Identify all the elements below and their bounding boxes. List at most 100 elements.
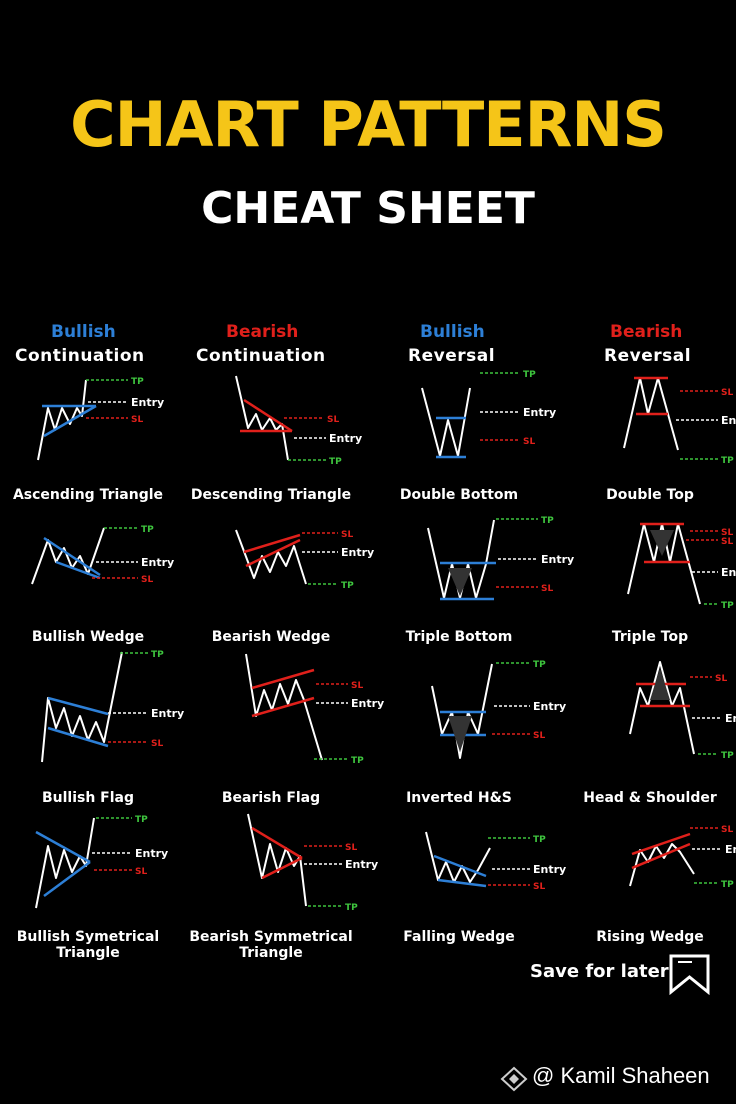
tp-marker-label: TP (135, 815, 148, 825)
tp-marker-label: TP (151, 650, 164, 660)
support-line (43, 404, 97, 438)
sl-marker-label: SL (151, 739, 163, 749)
entry-marker-label: Entry (135, 847, 168, 860)
pattern-shade (448, 716, 472, 752)
pattern-shade (650, 530, 674, 556)
pattern-label: Bullish Wedge (31, 629, 145, 645)
tp-marker-label: TP (351, 756, 364, 766)
sl-marker-label: SL (721, 528, 733, 538)
pattern-label: Triple Top (611, 629, 689, 645)
price-line (245, 653, 323, 761)
flag-bottom (251, 696, 315, 718)
bookmark-icon[interactable] (668, 953, 712, 995)
sl-marker-label: SL (135, 867, 147, 877)
author-credit: @ Kamil Shaheen (532, 1063, 710, 1088)
column-direction: Bearish (226, 322, 299, 342)
column-direction: Bearish (610, 322, 683, 342)
sl-marker-label: SL (327, 415, 339, 425)
sl-marker-label: SL (721, 388, 733, 398)
sl-marker-label: SL (715, 674, 727, 684)
wedge-bottom (55, 560, 101, 580)
save-for-later-label[interactable]: Save for later (530, 961, 669, 982)
entry-marker-label: Entry (721, 414, 736, 427)
pattern-shade (448, 568, 472, 596)
pattern-label: Double Bottom (399, 487, 519, 503)
price-line (421, 387, 471, 457)
wedge-top (433, 854, 487, 878)
price-line (41, 651, 123, 763)
entry-marker-label: Entry (523, 406, 556, 419)
sl-marker-label: SL (721, 537, 733, 547)
pattern-label: Triple Bottom (405, 629, 513, 645)
page-title: CHART PATTERNS (70, 88, 667, 161)
entry-marker-label: Entry (533, 863, 566, 876)
sl-marker-label: SL (533, 882, 545, 892)
wedge-top (631, 832, 691, 856)
sl-marker-label: SL (341, 530, 353, 540)
sl-marker-label: SL (541, 584, 553, 594)
pattern-label: Bearish Symmetrical Triangle (189, 929, 353, 961)
price-line (235, 375, 289, 461)
wedge-bottom (245, 538, 301, 568)
tp-marker-label: TP (523, 370, 536, 380)
pattern-label: Head & Shoulder (583, 790, 717, 806)
page-subtitle: CHEAT SHEET (201, 183, 535, 234)
price-line (247, 813, 307, 907)
entry-marker-label: Entry (725, 712, 736, 725)
column-kind: Continuation (15, 346, 145, 366)
entry-marker-label: Entry (725, 843, 736, 856)
tp-marker-label: TP (533, 835, 546, 845)
tp-marker-label: TP (345, 903, 358, 913)
column-header-bearish-continuation: Bearish Continuation (196, 320, 326, 368)
entry-marker-label: Entry (151, 707, 184, 720)
price-line (37, 379, 87, 461)
pattern-label: Bullish Flag (41, 790, 135, 806)
entry-marker-label: Entry (533, 700, 566, 713)
tp-marker-label: TP (341, 581, 354, 591)
price-line (235, 529, 307, 585)
pattern-label: Falling Wedge (403, 929, 515, 945)
pattern-label: Double Top (606, 487, 694, 503)
column-header-bullish-reversal: Bullish Reversal (408, 320, 495, 368)
column-direction: Bullish (420, 322, 485, 342)
tp-marker-label: TP (721, 456, 734, 466)
tp-marker-label: TP (329, 457, 342, 467)
triangle-top (251, 826, 303, 860)
pattern-label: Ascending Triangle (12, 487, 164, 503)
pattern-label: Inverted H&S (406, 790, 512, 806)
tp-marker-label: TP (721, 751, 734, 761)
wedge-bottom (631, 842, 691, 870)
flag-bottom (47, 726, 109, 748)
flag-top (251, 668, 315, 690)
tp-marker-label: TP (533, 660, 546, 670)
sl-marker-label: SL (141, 575, 153, 585)
wedge-top (43, 536, 101, 577)
sl-marker-label: SL (721, 825, 733, 835)
column-kind: Continuation (196, 346, 326, 366)
pattern-label: Bullish Symetrical Triangle (16, 929, 160, 961)
triangle-bottom (43, 860, 91, 898)
sl-marker-label: SL (533, 731, 545, 741)
column-direction: Bullish (51, 322, 116, 342)
entry-marker-label: Entry (341, 546, 374, 559)
entry-marker-label: Entry (721, 566, 736, 579)
triangle-top (35, 830, 91, 864)
brand-diamond-icon (500, 1066, 528, 1092)
entry-marker-label: Entry (345, 858, 378, 871)
pattern-shade (650, 668, 670, 700)
pattern-label: Rising Wedge (596, 929, 704, 945)
triangle-bottom (261, 856, 303, 880)
entry-marker-label: Entry (351, 697, 384, 710)
column-header-bullish-continuation: Bullish Continuation (15, 320, 145, 368)
flag-top (47, 696, 109, 716)
column-kind: Reversal (604, 346, 692, 366)
sl-marker-label: SL (351, 681, 363, 691)
tp-marker-label: TP (721, 880, 734, 890)
pattern-label: Bearish Flag (221, 790, 321, 806)
pattern-label: Descending Triangle (190, 487, 352, 503)
wedge-top (243, 533, 301, 554)
sl-marker-label: SL (523, 437, 535, 447)
tp-marker-label: TP (721, 601, 734, 611)
entry-marker-label: Entry (329, 432, 362, 445)
